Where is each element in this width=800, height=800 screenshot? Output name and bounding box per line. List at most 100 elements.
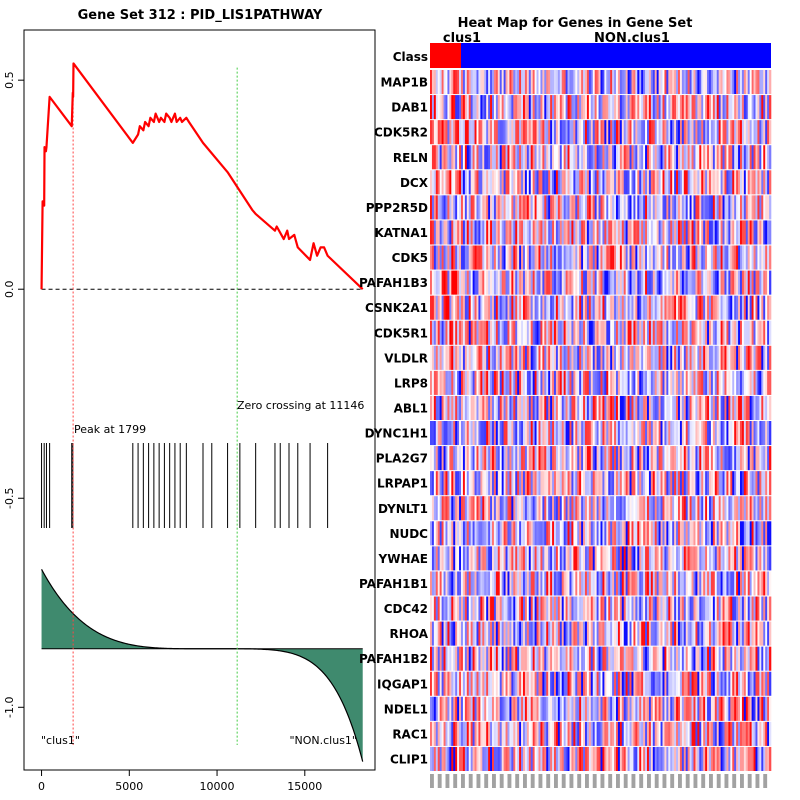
- heatmap-cell: [681, 95, 685, 120]
- heatmap-cell: [437, 496, 440, 521]
- heatmap-cell: [523, 170, 526, 195]
- heatmap-cell: [664, 345, 667, 370]
- heatmap-cell: [511, 571, 514, 596]
- heatmap-cell: [575, 95, 578, 120]
- heatmap-cell: [590, 746, 594, 771]
- heatmap-cell: [606, 446, 609, 471]
- heatmap-cell: [658, 446, 661, 471]
- heatmap-cell: [557, 145, 561, 170]
- heatmap-cell: [499, 696, 502, 721]
- heatmap-cell: [559, 320, 563, 345]
- heatmap-cell: [763, 95, 766, 120]
- heatmap-cell: [488, 571, 491, 596]
- heatmap-cell: [530, 170, 533, 195]
- heatmap-cell: [441, 120, 444, 145]
- heatmap-cell: [631, 245, 634, 270]
- heatmap-cell: [499, 345, 502, 370]
- heatmap-cell: [505, 195, 508, 220]
- heatmap-cell: [451, 320, 454, 345]
- heatmap-cell: [621, 195, 625, 220]
- heatmap-cell: [666, 621, 669, 646]
- heatmap-cell: [548, 320, 551, 345]
- heatmap-cell: [437, 120, 440, 145]
- heatmap-cell: [743, 721, 747, 746]
- heatmap-cell: [668, 145, 671, 170]
- heatmap-cell: [462, 496, 466, 521]
- heatmap-cell: [734, 546, 737, 571]
- heatmap-row: [430, 270, 772, 295]
- heatmap-cell: [695, 295, 698, 320]
- heatmap-cell: [753, 496, 756, 521]
- heatmap-cell: [685, 95, 688, 120]
- heatmap-cell: [631, 696, 634, 721]
- heatmap-cell: [433, 471, 437, 496]
- heatmap-cell: [709, 546, 712, 571]
- heatmap-row: [430, 421, 772, 446]
- heatmap-cell: [736, 345, 739, 370]
- heatmap-cell: [542, 421, 545, 446]
- heatmap-cell: [585, 421, 588, 446]
- heatmap-cell: [660, 120, 663, 145]
- heatmap-cell: [513, 345, 516, 370]
- heatmap-cell: [641, 671, 644, 696]
- heatmap-cell: [480, 320, 483, 345]
- heatmap-cell: [639, 395, 642, 420]
- heatmap-cell: [575, 671, 578, 696]
- heatmap-cell: [614, 320, 617, 345]
- heatmap-cell: [740, 295, 743, 320]
- heatmap-cell: [472, 95, 475, 120]
- heatmap-cell: [468, 746, 471, 771]
- heatmap-cell: [616, 646, 619, 671]
- heatmap-cell: [604, 245, 607, 270]
- heatmap-cell: [629, 395, 632, 420]
- heatmap-cell: [523, 446, 526, 471]
- heatmap-cell: [639, 370, 642, 395]
- heatmap-cell: [585, 370, 588, 395]
- heatmap-cell: [625, 646, 628, 671]
- heatmap-cell: [699, 621, 702, 646]
- heatmap-cell: [466, 95, 470, 120]
- heatmap-cell: [612, 195, 615, 220]
- heatmap-cell: [445, 696, 448, 721]
- heatmap-cell: [449, 621, 452, 646]
- heatmap-cell: [710, 521, 714, 546]
- heatmap-cell: [457, 95, 460, 120]
- heatmap-cell: [468, 95, 471, 120]
- heatmap-cell: [557, 621, 561, 646]
- heatmap-cell: [625, 546, 628, 571]
- heatmap-cell: [565, 70, 568, 95]
- heatmap-cell: [612, 345, 615, 370]
- heatmap-cell: [526, 345, 530, 370]
- heatmap-cell: [741, 421, 745, 446]
- heatmap-cell: [492, 320, 495, 345]
- heatmap-cell: [720, 295, 723, 320]
- heatmap-cell: [732, 170, 735, 195]
- heatmap-cell: [480, 270, 483, 295]
- heatmap-cell: [621, 345, 625, 370]
- heatmap-cell: [538, 220, 541, 245]
- heatmap-cell: [468, 646, 471, 671]
- heatmap-cell: [703, 421, 706, 446]
- heatmap-cell: [557, 496, 561, 521]
- heatmap-cell: [633, 471, 636, 496]
- heatmap-cell: [490, 270, 493, 295]
- heatmap-cell: [474, 195, 477, 220]
- heatmap-cell: [540, 145, 543, 170]
- heatmap-cell: [695, 446, 698, 471]
- heatmap-cell: [672, 496, 675, 521]
- heatmap-cell: [563, 95, 566, 120]
- heatmap-cell: [486, 696, 489, 721]
- heatmap-cell: [555, 496, 559, 521]
- heatmap-cell: [697, 295, 700, 320]
- heatmap-cell: [759, 120, 762, 145]
- heatmap-cell: [693, 571, 696, 596]
- heatmap-cell: [590, 696, 594, 721]
- heatmap-cell: [546, 170, 549, 195]
- heatmap-cell: [650, 546, 654, 571]
- plot-frame: [23, 29, 376, 771]
- heatmap-cell: [567, 721, 570, 746]
- heatmap-cell: [435, 370, 439, 395]
- heatmap-cell: [751, 521, 754, 546]
- heatmap-cell: [759, 571, 762, 596]
- heatmap-cell: [501, 195, 504, 220]
